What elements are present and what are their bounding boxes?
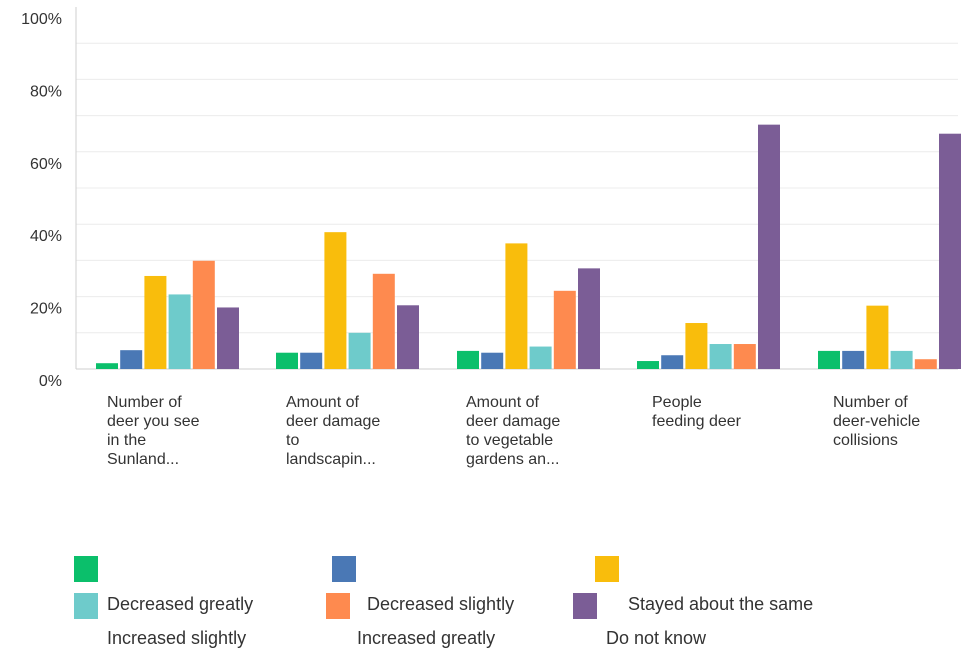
bar: Increased slightly: 20.6 (168, 294, 191, 369)
legend-label: Stayed about the same (628, 594, 814, 614)
bar-group: Decreased greatly: 5Decreased slightly: … (818, 133, 961, 369)
y-tick-label: 40% (30, 228, 62, 245)
bar: Decreased slightly: 5 (842, 350, 865, 369)
bar: Decreased greatly: 5 (457, 350, 479, 369)
bar: Increased slightly: 6.9 (709, 344, 732, 369)
bar: Increased greatly: 21.6 (553, 290, 576, 369)
bar: Stayed about the same: 34.7 (505, 243, 528, 369)
gridlines (76, 42, 958, 334)
bar-group: Decreased greatly: 1.6Decreased slightly… (96, 260, 239, 369)
bar: Do not know: 17.6 (397, 305, 419, 369)
bar-group: Decreased greatly: 4.5Decreased slightly… (276, 232, 419, 369)
bar: Increased slightly: 6.2 (529, 346, 552, 369)
legend-swatch (573, 593, 597, 619)
bar: Decreased slightly: 4.5 (481, 352, 504, 369)
bar: Decreased slightly: 3.8 (661, 355, 684, 369)
bar: Stayed about the same: 37.8 (324, 232, 347, 369)
bar: Increased slightly: 10 (348, 332, 371, 369)
legend-label: Decreased greatly (107, 594, 254, 614)
bar-group: Decreased greatly: 5Decreased slightly: … (457, 243, 600, 369)
legend-label: Do not know (606, 628, 707, 648)
x-category-label: People feeding deer (652, 394, 741, 430)
bar-group: Decreased greatly: 2.2Decreased slightly… (637, 124, 780, 370)
y-tick-label: 20% (30, 301, 62, 318)
y-tick-label: 0% (39, 373, 62, 390)
legend-swatch (595, 556, 619, 582)
bar: Decreased greatly: 4.5 (276, 352, 298, 369)
bar: Decreased slightly: 4.5 (300, 352, 323, 369)
bar: Increased greatly: 29.9 (192, 260, 215, 369)
bar: Increased greatly: 2.7 (914, 359, 937, 369)
legend-swatch (332, 556, 356, 582)
bar: Decreased greatly: 1.6 (96, 363, 118, 369)
bar: Stayed about the same: 12.7 (685, 323, 708, 369)
bar: Increased greatly: 26.3 (372, 273, 395, 369)
bars: Decreased greatly: 1.6Decreased slightly… (96, 124, 961, 370)
legend-label: Increased slightly (107, 628, 247, 648)
y-tick-label: 80% (30, 83, 62, 100)
bar: Do not know: 67.5 (758, 124, 780, 370)
bar: Increased greatly: 6.9 (733, 344, 756, 369)
y-tick-label: 100% (21, 11, 62, 28)
x-category-label: Number of deer you see in the Sunland... (107, 394, 200, 468)
bar: Increased slightly: 5 (890, 350, 913, 369)
legend-swatch (326, 593, 350, 619)
bar: Do not know: 65 (939, 133, 961, 369)
bar: Stayed about the same: 25.7 (144, 275, 167, 369)
bar: Decreased greatly: 5 (818, 350, 840, 369)
x-category-label: Amount of deer damage to landscapin... (286, 394, 381, 468)
legend-swatch (74, 556, 98, 582)
x-category-label: Amount of deer damage to vegetable garde… (466, 394, 561, 468)
y-tick-label: 60% (30, 156, 62, 173)
legend-label: Increased greatly (357, 628, 496, 648)
bar: Decreased slightly: 5.2 (120, 350, 143, 369)
bar: Do not know: 27.8 (578, 268, 600, 369)
legend-label: Decreased slightly (367, 594, 515, 614)
x-category-label: Number of deer-vehicle collisions (833, 394, 921, 449)
legend-swatch (74, 593, 98, 619)
y-tick-labels: 0% 20% 40% 60% 80% 100% (21, 11, 62, 390)
bar: Stayed about the same: 17.5 (866, 305, 889, 369)
bar: Decreased greatly: 2.2 (637, 361, 659, 369)
bar: Do not know: 17 (217, 307, 239, 369)
